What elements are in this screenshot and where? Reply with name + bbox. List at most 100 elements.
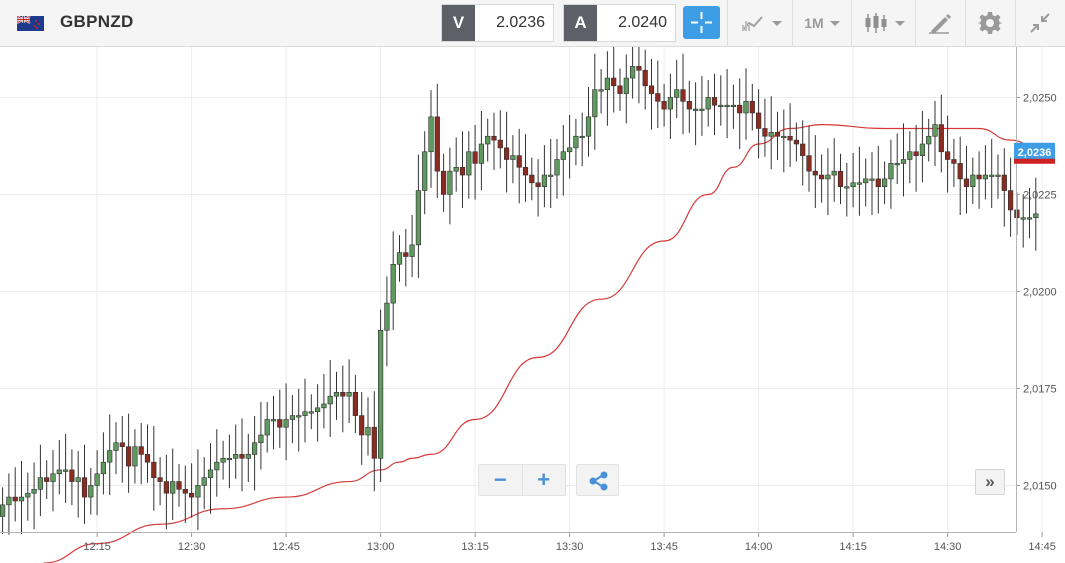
zoom-in-button[interactable]: + [537, 467, 551, 492]
candle [170, 448, 176, 520]
candle [976, 151, 982, 209]
chevron-down-icon [895, 20, 905, 26]
candle [522, 134, 529, 202]
candle-body [314, 407, 321, 413]
candle [434, 83, 440, 198]
candle-body [636, 66, 642, 71]
drawing-tools-button[interactable] [922, 6, 958, 40]
candle-body [359, 415, 365, 436]
x-tick-label: 14:45 [1028, 541, 1056, 553]
candle-body [403, 252, 409, 257]
candle [869, 152, 875, 216]
x-tick-label: 12:45 [272, 541, 300, 553]
zoom-divider [521, 465, 523, 495]
candle-body [302, 411, 308, 416]
candle [459, 131, 466, 209]
candle [346, 359, 352, 423]
candle-body [62, 469, 69, 472]
price-chart[interactable]: 12:15 12:30 12:45 13:00 13:15 13:30 13:45 14:00… [0, 47, 1065, 563]
candle-body [932, 124, 938, 137]
candle [88, 467, 94, 515]
share-button[interactable] [576, 464, 619, 496]
candle [863, 158, 869, 207]
candle-body [466, 151, 472, 176]
candle-body [881, 178, 888, 187]
fast-forward-icon: » [985, 472, 995, 491]
candle [415, 154, 422, 278]
candle [655, 60, 661, 129]
candle-body [327, 395, 333, 405]
candle [787, 103, 793, 167]
candle-body [863, 178, 869, 184]
candle-body [592, 89, 598, 118]
candle-body [1007, 190, 1014, 211]
chart-type-button[interactable] [735, 6, 787, 40]
candle [308, 394, 314, 430]
candle-body [781, 135, 787, 139]
candle-body [686, 101, 692, 110]
candle [548, 138, 554, 209]
candle-body [944, 151, 951, 160]
candle-body [661, 101, 667, 110]
moving-average-line [43, 123, 1049, 563]
candle [1026, 187, 1033, 239]
candle-body [94, 473, 100, 486]
line-chart-icon [742, 16, 763, 31]
crosshair-button[interactable] [683, 6, 720, 39]
candle [220, 440, 226, 480]
candle-body [459, 166, 466, 176]
candle [749, 83, 755, 131]
settings-button[interactable] [972, 6, 1008, 40]
x-tick-label: 13:30 [556, 541, 584, 553]
zoom-out-button[interactable]: − [493, 467, 507, 492]
candle [755, 89, 762, 159]
candle-body [963, 178, 970, 187]
candle [359, 391, 365, 465]
timeframe-button[interactable]: 1M [798, 6, 846, 40]
candle [888, 139, 894, 209]
candle-body [768, 132, 774, 137]
candle [989, 138, 995, 209]
candle-body [667, 97, 673, 110]
candle-body [157, 477, 163, 482]
candle [900, 123, 907, 197]
candle-body [12, 496, 18, 502]
candle-body [900, 159, 907, 164]
candle-body [604, 77, 610, 90]
candle [812, 135, 818, 209]
candle-body [447, 170, 453, 195]
candle [252, 415, 258, 491]
candle-body [440, 170, 447, 195]
collapse-button[interactable] [1022, 6, 1058, 40]
candle [453, 137, 459, 192]
scroll-to-latest-button[interactable]: » [975, 469, 1005, 495]
candle [214, 429, 220, 497]
candle-body [718, 104, 724, 108]
candle-body [226, 457, 233, 461]
candle-style-button[interactable] [858, 6, 910, 40]
candle-body [529, 174, 535, 184]
candle-body [951, 159, 957, 164]
candle-body [516, 155, 522, 168]
candle-body [800, 143, 806, 156]
candle-body [6, 496, 12, 506]
candle [535, 159, 541, 217]
candle [132, 429, 138, 484]
candle [466, 131, 472, 199]
buy-price-box[interactable]: A 2.0240 [563, 4, 676, 42]
sell-price-box[interactable]: V 2.0236 [441, 4, 554, 42]
candle [207, 443, 214, 514]
candle [314, 384, 321, 442]
candle [907, 131, 913, 184]
candle [661, 83, 667, 127]
candle [516, 128, 522, 204]
candle [781, 109, 787, 173]
candle [604, 51, 610, 126]
candle-body [976, 174, 982, 180]
candle-body [1033, 213, 1039, 219]
candle [894, 133, 900, 184]
y-tick-label: 2,0150 [1023, 480, 1057, 492]
candle-body [126, 446, 132, 467]
candle [497, 110, 503, 169]
candle [573, 118, 579, 166]
